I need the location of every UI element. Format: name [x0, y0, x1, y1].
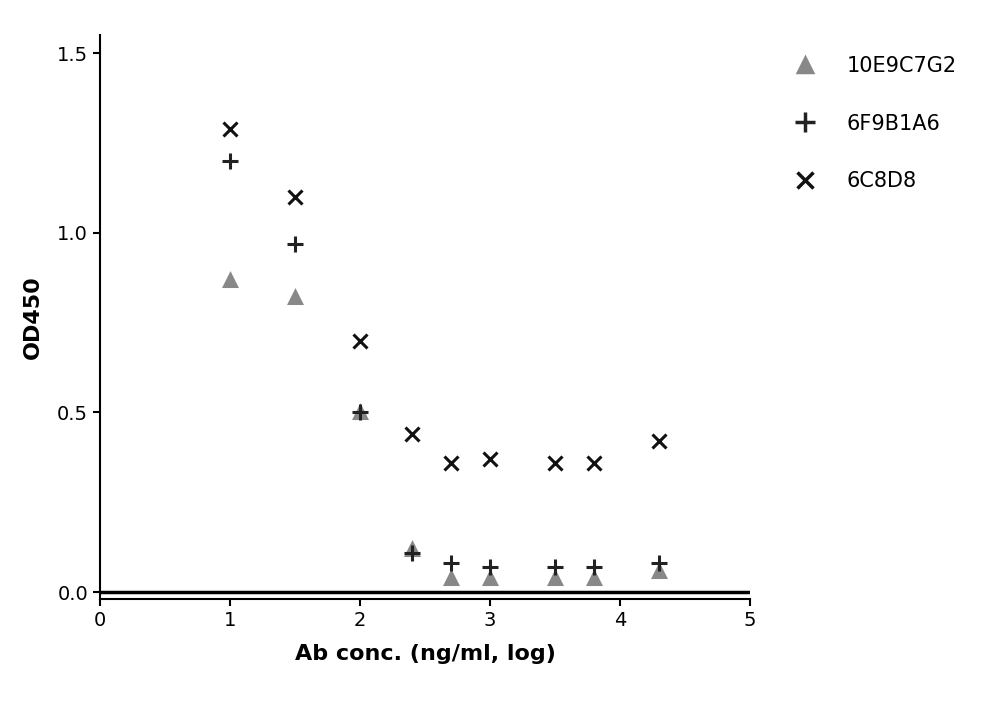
- Legend: 10E9C7G2, 6F9B1A6, 6C8D8: 10E9C7G2, 6F9B1A6, 6C8D8: [773, 46, 967, 202]
- Y-axis label: OD450: OD450: [23, 276, 43, 359]
- X-axis label: Ab conc. (ng/ml, log): Ab conc. (ng/ml, log): [295, 644, 555, 664]
